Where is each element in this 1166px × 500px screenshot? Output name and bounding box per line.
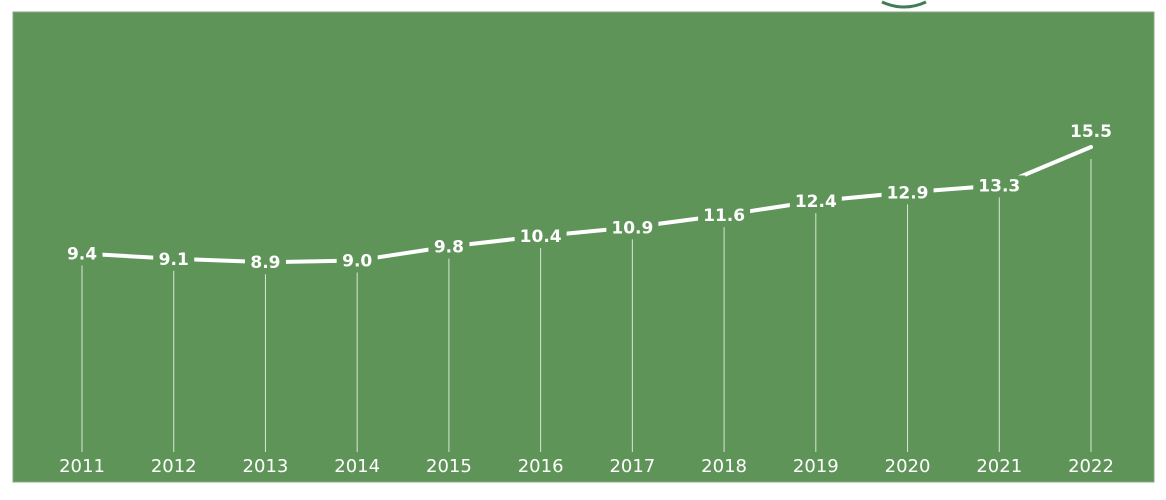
- data-label-text: 12.4: [795, 192, 837, 212]
- data-label-background: [881, 182, 934, 204]
- data-label-background: [61, 243, 103, 265]
- data-label-2011: 9.4: [61, 243, 103, 265]
- data-label-background: [698, 205, 751, 227]
- data-label-2020: 12.9: [881, 182, 934, 204]
- data-label-text: 13.3: [978, 176, 1020, 196]
- data-label-text: 9.8: [434, 238, 464, 258]
- data-label-background: [153, 248, 195, 270]
- data-label-background: [428, 236, 470, 258]
- data-label-text: 9.4: [67, 245, 97, 265]
- x-tick-label-2012: 2012: [151, 456, 197, 477]
- x-tick-label-2017: 2017: [609, 456, 655, 477]
- data-label-text: 8.9: [250, 253, 280, 273]
- x-tick-label-2011: 2011: [59, 456, 105, 477]
- data-label-text: 12.9: [887, 183, 929, 203]
- drop-lines: [81, 159, 1092, 452]
- x-tick-label-2021: 2021: [976, 456, 1022, 477]
- data-label-background: [514, 226, 567, 248]
- data-label-text: 9.1: [159, 250, 189, 270]
- data-label-2015: 9.8: [428, 236, 470, 258]
- x-tick-label-2013: 2013: [243, 456, 289, 477]
- x-tick-label-2015: 2015: [426, 456, 472, 477]
- data-label-text: 10.4: [520, 227, 562, 247]
- x-tick-label-2016: 2016: [518, 456, 564, 477]
- data-label-2022: 15.5: [1065, 121, 1117, 143]
- data-label-background: [606, 217, 659, 239]
- data-label-text: 15.5: [1070, 122, 1112, 142]
- data-label-2013: 8.9: [244, 252, 286, 274]
- data-label-text: 10.9: [611, 218, 653, 238]
- data-labels: 9.4 9.1 8.9 9.0 9.8 10.4 10.9 11.6 12.4 12.9 13.3 1…: [61, 121, 1117, 274]
- data-label-text: 9.0: [342, 252, 372, 272]
- x-axis-tick-labels: 2011 2012 2013 2014 2015 2016 2017 2018 2019 2020…: [59, 456, 1114, 477]
- x-tick-label-2020: 2020: [885, 456, 931, 477]
- data-label-background: [244, 252, 286, 274]
- data-label-2012: 9.1: [153, 248, 195, 270]
- x-tick-label-2018: 2018: [701, 456, 747, 477]
- data-label-2017: 10.9: [606, 217, 659, 239]
- x-tick-label-2019: 2019: [793, 456, 839, 477]
- x-tick-label-2014: 2014: [334, 456, 380, 477]
- data-label-2019: 12.4: [789, 191, 842, 213]
- x-tick-label-2022: 2022: [1068, 456, 1114, 477]
- chart-panel: [12, 11, 1155, 483]
- data-label-background: [1065, 121, 1117, 143]
- data-label-background: [336, 250, 378, 272]
- data-label-2018: 11.6: [698, 205, 751, 227]
- data-label-2014: 9.0: [336, 250, 378, 272]
- logo-badge-icon: [881, 0, 927, 9]
- data-label-2016: 10.4: [514, 226, 567, 248]
- data-label-2021: 13.3: [973, 175, 1026, 197]
- data-label-background: [973, 175, 1026, 197]
- data-label-background: [789, 191, 842, 213]
- data-label-text: 11.6: [703, 206, 745, 226]
